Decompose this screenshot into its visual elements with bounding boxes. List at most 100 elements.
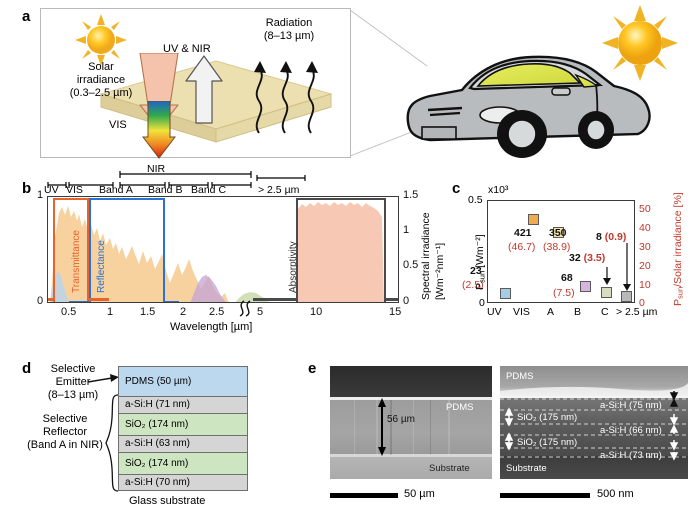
sem-left-pdms-label: PDMS <box>446 402 474 413</box>
selective-emitter-label: Selective Emitter (8–13 µm) <box>34 363 112 402</box>
panel-c-y2tick-50: 50 <box>639 203 651 215</box>
panel-b-ylabel-right-l1: Spectral irradiance <box>420 212 432 300</box>
panel-d-layer-stack: PDMS (50 µm) a-Si:H (71 nm) SiO₂ (174 nm… <box>118 366 248 491</box>
panel-c-ytick-0: 0 <box>479 297 485 309</box>
band-label-c: Band C <box>191 184 227 196</box>
panel-b-ylabel-right-l2: [Wm⁻²nm⁻¹] <box>434 242 446 300</box>
band-label-b: Band B <box>148 184 183 196</box>
reflectance-baseline-2 <box>165 301 179 302</box>
transmittance-band-outline <box>53 198 89 302</box>
solar-label-line3: (0.3–2.5 µm) <box>69 86 133 99</box>
panel-b-xtick-2.5: 2.5 <box>209 306 225 318</box>
value-c-num: 32 <box>569 252 581 264</box>
marker-gt25 <box>621 291 632 302</box>
band-label-nir: NIR <box>147 163 166 175</box>
layer-sio2-2-label: SiO₂ (174 nm) <box>125 457 189 469</box>
absorptivity-baseline-2 <box>386 298 398 301</box>
panel-c-exp-label: x10³ <box>488 184 508 196</box>
panel-c-y2tick-10: 10 <box>639 279 651 291</box>
value-label-vis: 421 <box>514 227 532 239</box>
reflector-brace-icon <box>105 394 119 492</box>
panel-c-xtick-c: C <box>601 306 609 318</box>
band-label-gt25: > 2.5 µm <box>258 184 300 196</box>
sem-right-pdms-label: PDMS <box>506 371 534 382</box>
sem-image-right: PDMS a-Si:H (75 nm) SiO₂ (175 nm) a-Si:H… <box>500 366 688 479</box>
panel-b-xtick-10: 10 <box>310 306 323 318</box>
vis-label: VIS <box>109 119 127 131</box>
emitter-line1: Selective <box>50 363 96 375</box>
scalebar-left-label: 50 µm <box>404 488 435 500</box>
value-gt25-num: 8 <box>596 231 602 243</box>
panel-d-letter: d <box>22 360 32 377</box>
solar-irradiance-label: Solar irradiance (0.3–2.5 µm) <box>49 61 153 100</box>
reflector-line3: (Band A in NIR) <box>27 438 103 451</box>
value-label-gt25: 8 (0.9) <box>596 231 626 243</box>
sem-image-left: 56 µm PDMS Substrate <box>330 366 492 479</box>
absorptivity-band-outline <box>296 198 386 302</box>
sem-right-layer-asih-75: a-Si:H (75 nm) <box>600 400 662 411</box>
pct-label-b: (7.5) <box>553 287 575 299</box>
panel-b-xtick-5: 5 <box>257 306 264 318</box>
leader-arrow-gt25 <box>623 243 631 291</box>
solar-label-line2: irradiance <box>76 73 126 86</box>
scalebar-left <box>330 493 398 498</box>
leader-arrow-c <box>603 267 611 285</box>
layer-sio2-2: SiO₂ (174 nm) <box>118 452 248 474</box>
pct-label-a: (38.9) <box>543 241 571 253</box>
panel-b-ylabel-right-unit: [Wm⁻²nm⁻¹] <box>434 243 446 300</box>
emitter-line2: Emitter <box>55 375 91 388</box>
panel-b-ytick2-0: 0 <box>403 295 410 307</box>
selective-reflector-label: Selective Reflector (Band A in NIR) <box>18 413 112 452</box>
panel-c-xtick-b: B <box>574 306 582 318</box>
panel-c-xtick-uv: UV <box>487 306 502 318</box>
solar-label-line1: Solar <box>88 61 114 73</box>
layer-sio2-1: SiO₂ (174 nm) <box>118 413 248 435</box>
emitter-line3: (8–13 µm) <box>47 388 99 401</box>
sem-right-layer-sio2-1: SiO₂ (175 nm) <box>517 412 578 423</box>
radiation-label-line1: Radiation <box>265 17 313 29</box>
panel-b-xlabel: Wavelength [µm] <box>170 321 253 333</box>
value-label-b: 68 <box>561 272 573 284</box>
value-label-uv: 23 <box>470 265 482 277</box>
panel-e-letter: e <box>308 360 317 377</box>
reflectance-baseline <box>69 301 89 302</box>
panel-c-ylabel-sub: sun <box>477 270 487 283</box>
panel-c-y2tick-20: 20 <box>639 260 651 272</box>
panel-c-exp-text: x10³ <box>488 184 509 196</box>
layer-pdms: PDMS (50 µm) <box>118 366 248 396</box>
panel-b-letter: b <box>22 180 32 197</box>
panel-b-spectra-plot: Transmittance Reflectance Absorptivity <box>47 196 399 303</box>
panel-c-xtick-a: A <box>547 306 555 318</box>
band-label-a: Band A <box>99 184 133 196</box>
scalebar-right <box>500 493 590 498</box>
layer-asih-2: a-Si:H (63 nm) <box>118 435 248 452</box>
panel-b-xtick-15: 15 <box>389 306 402 318</box>
marker-c <box>601 287 612 298</box>
layer-asih-1: a-Si:H (71 nm) <box>118 396 248 413</box>
panel-c-ylabel-right: Psun/Solar irradiance [%] <box>672 192 685 306</box>
uv-nir-arrow-icon <box>185 55 223 124</box>
vis-rainbow-arrow-icon <box>142 101 176 159</box>
panel-c-y2tick-40: 40 <box>639 222 651 234</box>
panel-b-xtick-0.5: 0.5 <box>61 306 77 318</box>
sem-right-substrate-label: Substrate <box>506 463 547 474</box>
marker-uv <box>500 288 511 299</box>
panel-c-y2tick-0: 0 <box>639 297 645 309</box>
panel-c-y2-rest: /Solar irradiance [%] <box>672 192 684 287</box>
uv-nir-label: UV & NIR <box>163 43 211 55</box>
layer-asih-3-label: a-Si:H (70 nm) <box>125 476 191 488</box>
transmittance-baseline-2 <box>89 298 109 301</box>
reflectance-label: Reflectance <box>96 240 107 293</box>
panel-b-ylabel-right: Spectral irradiance <box>420 212 432 300</box>
glass-substrate-label: Glass substrate <box>129 495 206 507</box>
reflectance-band-outline <box>89 198 165 302</box>
layer-sio2-1-label: SiO₂ (174 nm) <box>125 418 189 430</box>
pct-label-uv: (2.5) <box>462 279 484 291</box>
sem-left-substrate-label: Substrate <box>429 463 470 474</box>
marker-a <box>553 227 564 238</box>
layer-asih-3: a-Si:H (70 nm) <box>118 474 248 491</box>
panel-c-y2-p: P <box>672 298 684 306</box>
panel-c-ylabel-p: P <box>474 282 486 290</box>
band-label-vis: VIS <box>66 184 83 196</box>
radiation-label-line2: (8–13 µm) <box>263 29 315 42</box>
